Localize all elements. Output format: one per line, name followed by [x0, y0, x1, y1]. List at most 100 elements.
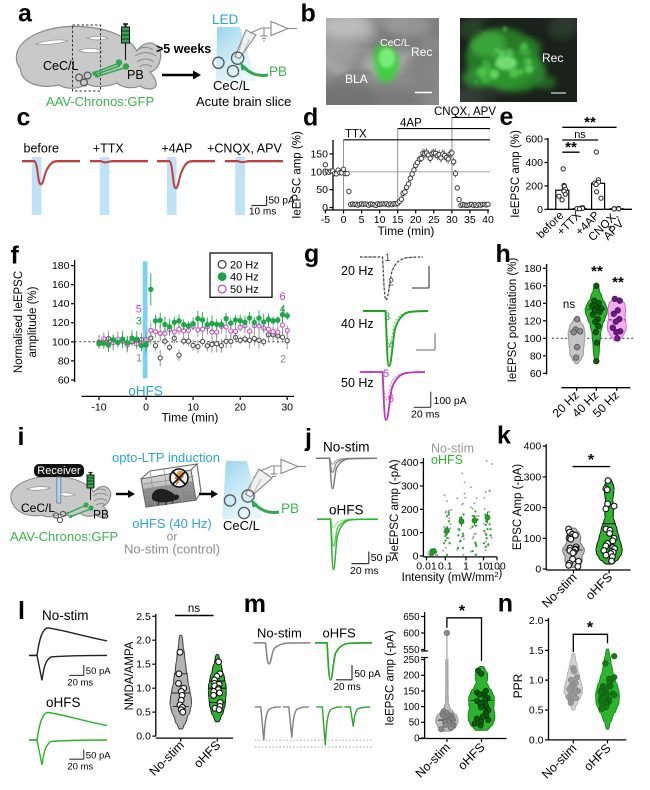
svg-text:PPR: PPR [511, 673, 525, 698]
svg-text:Time (min): Time (min) [162, 411, 219, 425]
svg-text:ns: ns [563, 299, 575, 311]
svg-text:oHFS: oHFS [128, 384, 163, 399]
svg-text:10: 10 [374, 214, 386, 226]
svg-text:+CNQX, APV: +CNQX, APV [207, 142, 282, 156]
svg-text:300: 300 [401, 481, 419, 493]
svg-text:IeEPSC amp (%): IeEPSC amp (%) [510, 130, 522, 218]
svg-text:400: 400 [524, 441, 542, 453]
svg-text:10: 10 [187, 402, 199, 414]
svg-text:oHFS: oHFS [323, 626, 357, 641]
svg-text:0: 0 [537, 204, 543, 216]
svg-text:1.5: 1.5 [529, 645, 544, 657]
svg-text:100 pA: 100 pA [434, 395, 467, 407]
svg-text:40 Hz: 40 Hz [341, 317, 374, 331]
svg-text:20 ms: 20 ms [67, 678, 93, 689]
svg-text:0: 0 [413, 550, 419, 562]
svg-text:20 ms: 20 ms [350, 565, 379, 577]
svg-text:120: 120 [52, 317, 70, 329]
svg-text:120: 120 [524, 315, 542, 327]
svg-text:a: a [18, 0, 33, 28]
svg-text:60: 60 [58, 374, 70, 386]
svg-text:f: f [11, 242, 20, 270]
svg-text:2.5: 2.5 [136, 611, 151, 623]
svg-text:Rec: Rec [411, 45, 432, 59]
svg-text:**: ** [565, 139, 577, 156]
svg-text:CeC/L: CeC/L [43, 59, 78, 73]
svg-text:200: 200 [403, 671, 420, 682]
svg-text:20 Hz: 20 Hz [341, 264, 374, 278]
svg-text:4AP: 4AP [400, 117, 422, 129]
svg-text:100: 100 [401, 527, 419, 539]
svg-text:or: or [167, 530, 178, 544]
svg-text:50 Hz: 50 Hz [230, 284, 259, 296]
svg-text:Rec: Rec [542, 51, 563, 65]
svg-text:60: 60 [530, 368, 542, 380]
svg-text:LED: LED [212, 12, 239, 27]
svg-text:80: 80 [530, 350, 542, 362]
svg-text:100: 100 [488, 561, 506, 573]
svg-text:1: 1 [385, 252, 391, 264]
svg-text:CeC/L: CeC/L [21, 501, 55, 515]
svg-text:30: 30 [281, 402, 293, 414]
svg-text:AAV-Chronos:GFP: AAV-Chronos:GFP [10, 529, 118, 544]
svg-text:400: 400 [525, 157, 543, 169]
svg-text:160: 160 [52, 279, 70, 291]
svg-text:160: 160 [524, 280, 542, 292]
svg-text:50 Hz: 50 Hz [341, 376, 374, 390]
svg-text:BLA: BLA [345, 72, 368, 86]
svg-text:IeEPSC potentiation (%): IeEPSC potentiation (%) [507, 258, 519, 383]
svg-text:40 Hz: 40 Hz [230, 272, 259, 284]
svg-text:1.0: 1.0 [529, 675, 544, 687]
svg-text:*: * [459, 603, 466, 620]
svg-text:before: before [24, 142, 59, 156]
svg-text:PB: PB [127, 68, 144, 82]
svg-text:oHFS: oHFS [329, 503, 364, 518]
svg-text:*: * [588, 452, 595, 469]
svg-text:180: 180 [52, 260, 70, 272]
svg-text:oHFS: oHFS [431, 453, 463, 467]
svg-text:-5: -5 [321, 214, 330, 226]
svg-text:c: c [17, 103, 31, 131]
svg-text:Receiver: Receiver [37, 465, 81, 477]
svg-text:IeEPSC amp (-pA): IeEPSC amp (-pA) [389, 459, 401, 554]
svg-text:15: 15 [392, 214, 404, 226]
svg-text:200: 200 [524, 502, 542, 514]
svg-text:150: 150 [403, 686, 420, 697]
svg-text:10: 10 [478, 561, 490, 573]
svg-text:PB: PB [281, 501, 299, 516]
svg-text:5: 5 [136, 304, 142, 316]
svg-text:No-stim: No-stim [431, 442, 474, 456]
svg-text:4: 4 [388, 340, 394, 352]
svg-text:3: 3 [136, 316, 142, 328]
svg-text:5: 5 [359, 214, 365, 226]
svg-text:20 ms: 20 ms [334, 682, 361, 693]
svg-text:35: 35 [464, 214, 476, 226]
svg-text:j: j [304, 424, 312, 452]
svg-text:No-stim (control): No-stim (control) [124, 542, 220, 557]
svg-text:Normalised IeEPSC: Normalised IeEPSC [13, 271, 25, 373]
svg-text:20 ms: 20 ms [67, 762, 93, 773]
svg-text:g: g [304, 240, 319, 268]
svg-text:3: 3 [384, 311, 390, 323]
svg-text:600: 600 [403, 628, 420, 639]
svg-text:1: 1 [463, 561, 469, 573]
svg-text:10 ms: 10 ms [249, 207, 276, 218]
svg-text:+TTX: +TTX [93, 142, 125, 156]
svg-text:50: 50 [316, 184, 328, 196]
svg-text:CeC/L: CeC/L [380, 37, 410, 49]
svg-text:2.0: 2.0 [529, 615, 544, 627]
svg-text:k: k [497, 422, 511, 450]
svg-text:250: 250 [403, 655, 420, 666]
svg-text:100: 100 [52, 336, 70, 348]
svg-text:80: 80 [58, 355, 70, 367]
svg-text:600: 600 [525, 134, 543, 146]
svg-text:Intensity (mW/mm2): Intensity (mW/mm2) [402, 568, 503, 584]
svg-text:ns: ns [188, 603, 200, 615]
svg-text:>5 weeks: >5 weeks [156, 42, 211, 56]
svg-text:200: 200 [525, 180, 543, 192]
svg-text:0.5: 0.5 [136, 707, 151, 719]
svg-text:CeC/L: CeC/L [213, 78, 250, 93]
svg-text:20 Hz: 20 Hz [230, 259, 259, 271]
svg-text:50 pA: 50 pA [371, 552, 398, 564]
svg-text:0.0: 0.0 [136, 731, 151, 743]
